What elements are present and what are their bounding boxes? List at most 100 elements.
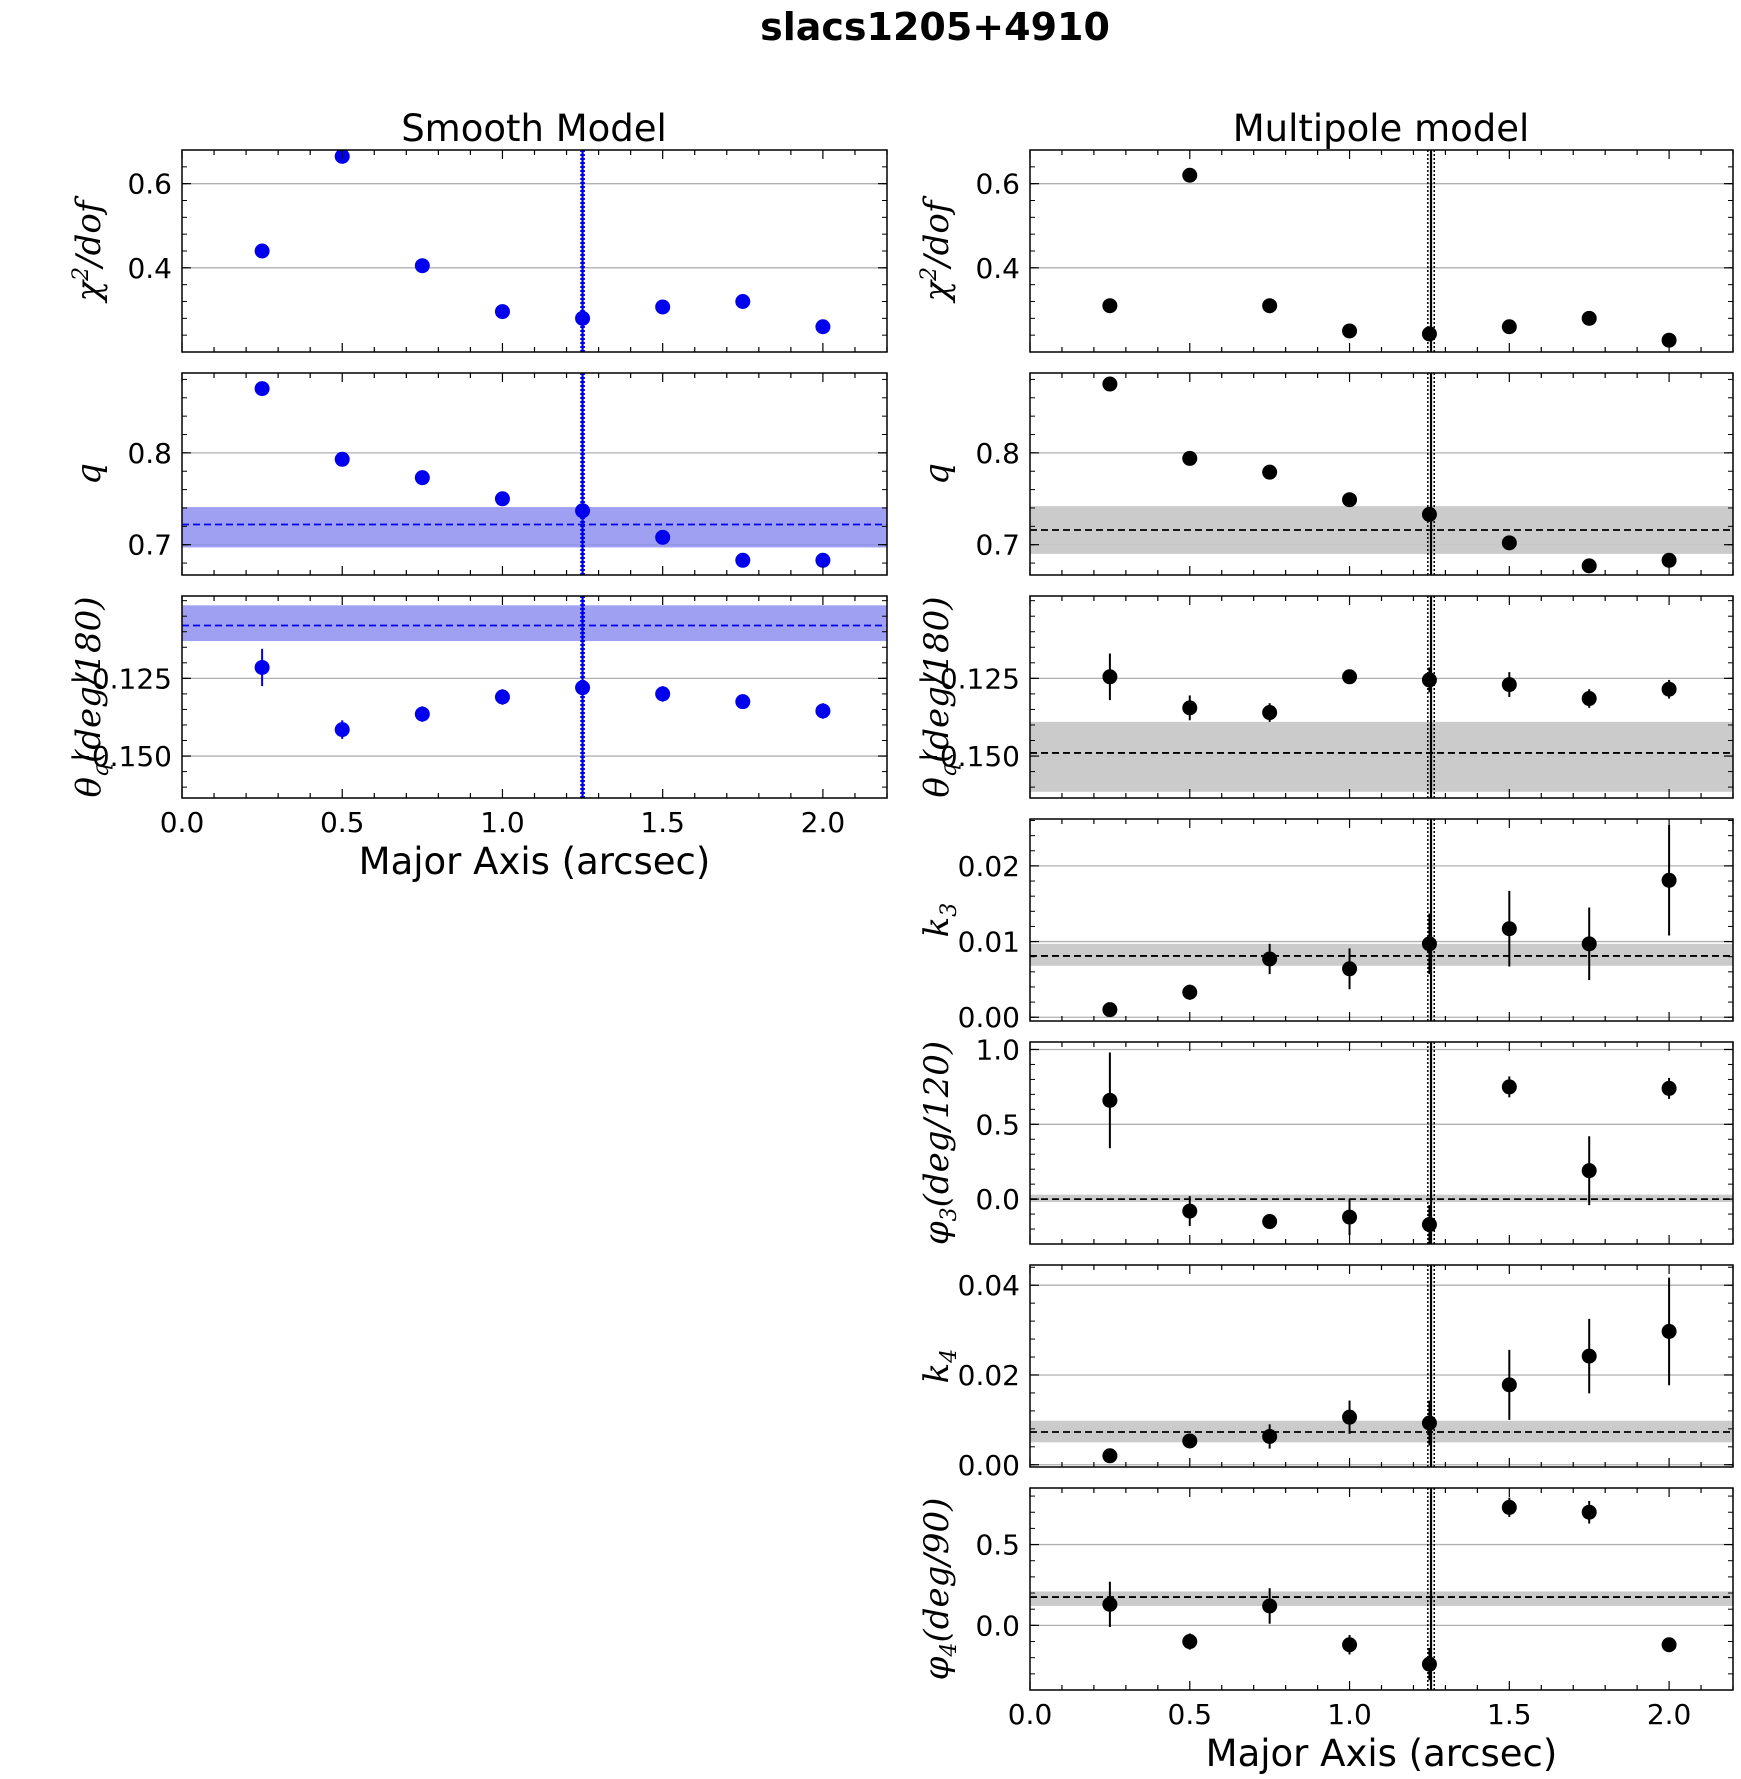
- x-tick-label: 1.5: [640, 806, 685, 839]
- data-point: [1581, 691, 1597, 707]
- panel-multi-phi3: 0.0 0.5 1.0 φ3(deg/120): [917, 1033, 1734, 1245]
- ylabel-script: 4: [937, 1349, 962, 1364]
- uncertainty-band: [1030, 1420, 1733, 1443]
- data-point: [1661, 552, 1677, 568]
- data-point: [735, 294, 751, 309]
- ylabel-rest: (deg/90): [917, 1498, 957, 1643]
- plot-area: [1030, 1488, 1733, 1690]
- panel-multi-k4: 0.00 0.02 0.04 k4: [917, 1264, 1734, 1482]
- data-point: [1421, 506, 1437, 522]
- data-point: [655, 299, 671, 315]
- y-tick-label: 1.0: [975, 1033, 1020, 1066]
- column-title-multipole: Multipole model: [1233, 107, 1530, 150]
- data-point: [1421, 326, 1437, 342]
- y-tick-label: 0.7: [975, 529, 1020, 562]
- ylabel-script: q: [89, 763, 114, 777]
- ylabel-base: k: [917, 1363, 957, 1384]
- data-point: [1102, 1002, 1118, 1018]
- x-axis-title: Major Axis (arcsec): [359, 840, 711, 883]
- data-point: [1342, 1637, 1358, 1653]
- data-point: [1182, 167, 1198, 183]
- data-point: [1581, 1348, 1597, 1364]
- data-point: [1342, 1209, 1358, 1225]
- x-tick-label: 0.5: [320, 806, 365, 839]
- panel-smooth-theta: −0.150 −0.125 0.0 0.5 1.0 1.5 2.0 Major Axis (a…: [68, 595, 888, 883]
- y-tick-label: 0.02: [958, 1359, 1020, 1392]
- uncertainty-band: [1030, 1591, 1733, 1606]
- y-tick-label: 0.00: [958, 1001, 1020, 1034]
- data-point: [1421, 1217, 1437, 1233]
- data-point: [1262, 1214, 1278, 1230]
- y-tick-label: 0.6: [975, 168, 1020, 201]
- x-tick-label: 0.0: [160, 806, 205, 839]
- y-tick-label: 0.0: [975, 1609, 1020, 1642]
- y-axis-title: φ4(deg/90): [917, 1498, 962, 1681]
- data-point: [1102, 669, 1118, 685]
- data-point: [575, 310, 591, 326]
- ylabel-script: 3: [937, 1207, 962, 1221]
- data-point: [815, 552, 831, 568]
- data-point: [1581, 558, 1597, 574]
- data-point: [1421, 1656, 1437, 1672]
- data-point: [1421, 1415, 1437, 1431]
- data-point: [1581, 1504, 1597, 1520]
- uncertainty-band: [1030, 1194, 1733, 1203]
- data-point: [414, 706, 430, 722]
- plot-area: [182, 596, 887, 798]
- plot-area: [1030, 596, 1733, 798]
- data-point: [1501, 1079, 1517, 1095]
- y-tick-label: 0.00: [958, 1449, 1020, 1482]
- data-point: [1501, 1499, 1517, 1515]
- panel-smooth-chi2: 0.4 0.6 χ2/dof: [69, 149, 888, 353]
- data-point: [334, 451, 350, 467]
- data-point: [1262, 1428, 1278, 1444]
- data-point: [254, 381, 270, 397]
- y-tick-label: 0.8: [127, 437, 172, 470]
- data-point: [1581, 310, 1597, 326]
- y-tick-label: 0.5: [975, 1529, 1020, 1562]
- ylabel-base: θ: [69, 777, 109, 797]
- data-point: [334, 722, 350, 738]
- panel-multi-q: 0.7 0.8 q: [917, 372, 1734, 576]
- x-tick-label: 2.0: [1647, 1698, 1692, 1731]
- data-point: [1501, 319, 1517, 335]
- data-point: [1661, 1637, 1677, 1653]
- panel-multi-k3: 0.00 0.01 0.02 k3: [917, 818, 1734, 1034]
- ylabel-base: φ: [917, 1221, 957, 1245]
- ylabel-rest: (deg/180): [69, 596, 109, 763]
- y-tick-label: −0.150: [68, 740, 172, 773]
- y-tick-label: 0.6: [127, 168, 172, 201]
- data-point: [655, 529, 671, 545]
- data-point: [575, 680, 591, 696]
- data-point: [1501, 1377, 1517, 1393]
- data-point: [1342, 961, 1358, 977]
- x-tick-label: 0.0: [1008, 1698, 1053, 1731]
- ylabel-script: 2: [69, 267, 94, 282]
- uncertainty-band: [182, 605, 887, 642]
- data-point: [1342, 323, 1358, 339]
- data-point: [1661, 332, 1677, 348]
- y-tick-label: 0.04: [958, 1269, 1020, 1302]
- ylabel-script: 2: [917, 267, 942, 282]
- y-axis-title: θq(deg/180): [69, 596, 114, 797]
- data-point: [1262, 705, 1278, 721]
- data-point: [1182, 700, 1198, 716]
- plot-area: [1030, 373, 1733, 575]
- data-point: [1182, 1433, 1198, 1449]
- ylabel-rest: /dof: [69, 195, 109, 270]
- y-axis-title: θq(deg/180): [917, 596, 962, 797]
- y-tick-label: 0.02: [958, 850, 1020, 883]
- uncertainty-band: [182, 507, 887, 548]
- data-point: [1182, 1203, 1198, 1219]
- panel-multi-chi2: 0.4 0.6 χ2/dof: [917, 149, 1734, 353]
- plot-area: [182, 373, 887, 575]
- ylabel-rest: (deg/180): [917, 596, 957, 763]
- data-point: [1342, 669, 1358, 685]
- data-point: [1661, 872, 1677, 888]
- y-axis-title: χ2/dof: [69, 195, 109, 303]
- figure-title: slacs1205+4910: [760, 5, 1110, 49]
- data-point: [815, 703, 831, 719]
- ylabel-script: 4: [937, 1643, 962, 1658]
